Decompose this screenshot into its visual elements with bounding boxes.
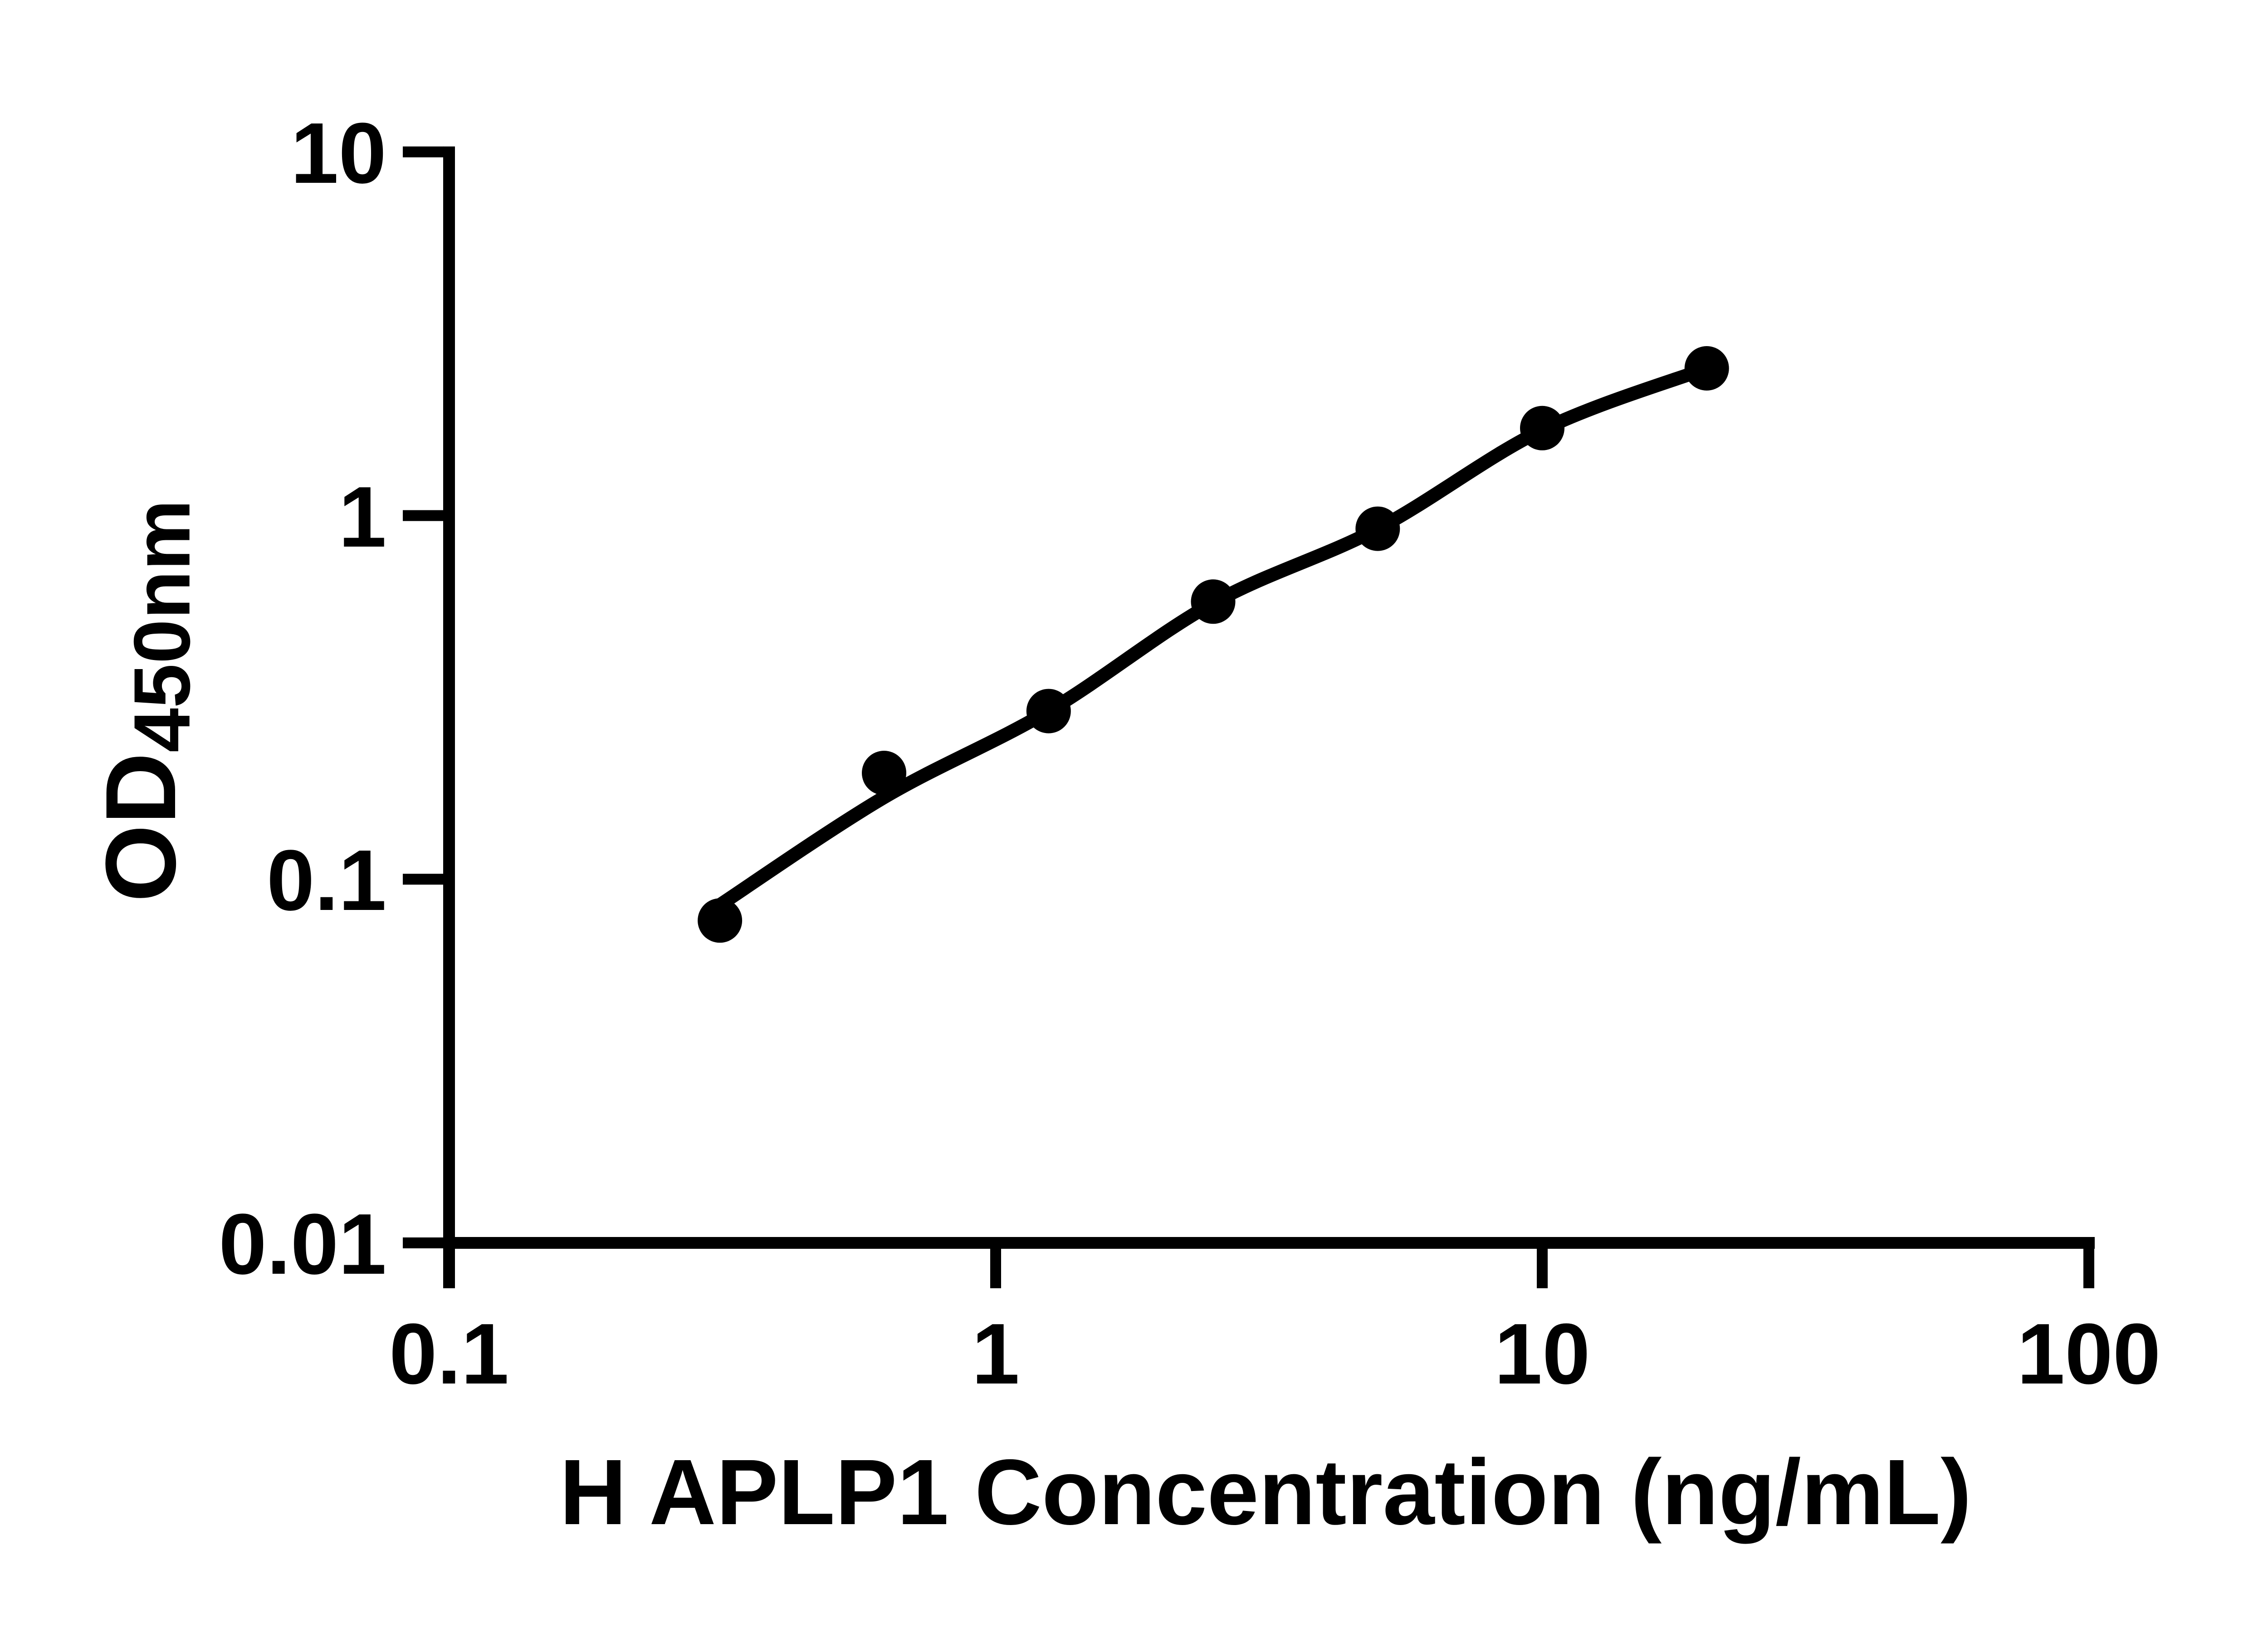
- data-point-marker: [862, 751, 906, 795]
- x-axis-title: H APLP1 Concentration (ng/mL): [559, 1440, 1972, 1544]
- data-point-marker: [1684, 346, 1729, 391]
- data-point-marker: [1520, 406, 1564, 450]
- y-axis-title-main: OD: [85, 752, 196, 902]
- data-point-marker: [1026, 689, 1071, 733]
- x-tick-label: 1: [972, 1306, 1020, 1402]
- x-tick-label: 0.1: [389, 1306, 509, 1402]
- y-axis-title-subscript: 450nm: [117, 499, 207, 753]
- y-tick-label: 10: [290, 105, 386, 201]
- y-tick-label: 0.01: [219, 1196, 386, 1292]
- x-tick-label: 10: [1494, 1306, 1590, 1402]
- data-point-marker: [1355, 506, 1400, 551]
- data-point-marker: [1191, 579, 1236, 624]
- standard-curve-fit-line: [713, 362, 1714, 912]
- data-point-marker: [698, 898, 743, 943]
- y-axis-title: OD450nm: [85, 499, 207, 902]
- x-tick-label: 100: [2017, 1306, 2161, 1402]
- y-tick-label: 0.1: [266, 832, 386, 929]
- y-tick-label: 1: [338, 469, 386, 565]
